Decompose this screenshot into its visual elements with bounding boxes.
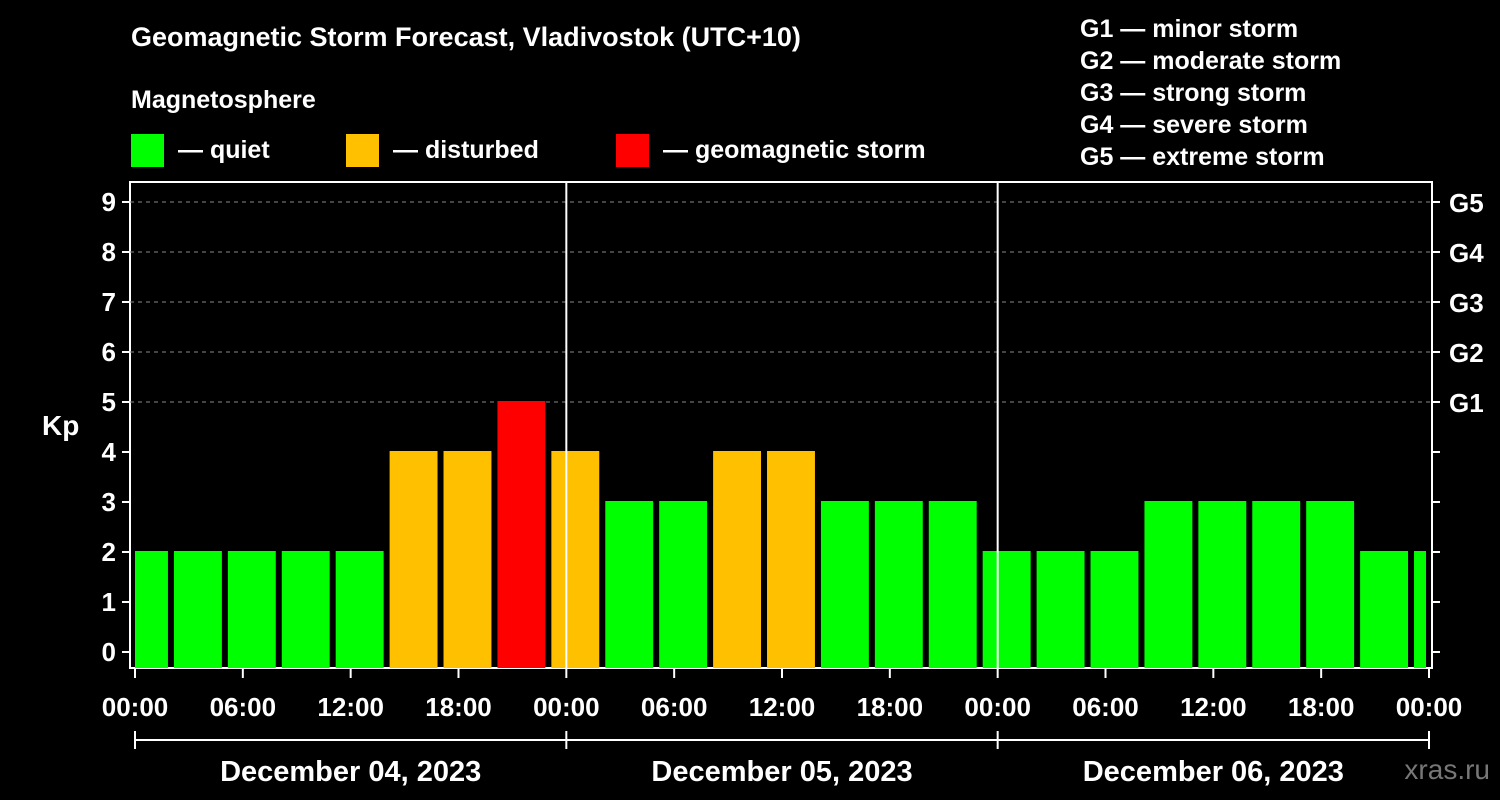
g5-legend: G5 — extreme storm (1080, 143, 1325, 171)
g-scale-legend: G1 — minor storm G2 — moderate storm G3 … (1080, 13, 1341, 173)
y-tick-label: 6 (102, 337, 116, 367)
legend-disturbed: — disturbed (346, 134, 539, 167)
y-tick-label: 1 (102, 587, 116, 617)
x-tick-label: 00:00 (533, 692, 600, 722)
day-label: December 06, 2023 (1083, 756, 1344, 788)
x-tick-label: 12:00 (1180, 692, 1247, 722)
kp-bar (281, 551, 330, 668)
g1-legend: G1 — minor storm (1080, 15, 1299, 43)
kp-bar (1036, 551, 1085, 668)
day-label: December 05, 2023 (651, 756, 912, 788)
kp-bar (1306, 501, 1355, 668)
watermark: xras.ru (1404, 754, 1490, 785)
kp-bar (605, 501, 654, 668)
x-tick-label: 00:00 (964, 692, 1031, 722)
g4-legend: G4 — severe storm (1080, 111, 1308, 139)
x-tick-label: 00:00 (102, 692, 169, 722)
y-tick-label: 8 (102, 237, 116, 267)
g2-legend: G2 — moderate storm (1080, 47, 1342, 75)
kp-bar (1252, 501, 1301, 668)
y-tick-label: 4 (102, 437, 117, 467)
x-tick-label: 18:00 (857, 692, 924, 722)
kp-bar (982, 551, 1031, 668)
kp-bar (173, 551, 222, 668)
x-tick-label: 18:00 (425, 692, 492, 722)
y-tick-label: 2 (102, 537, 116, 567)
kp-bar (443, 451, 492, 668)
quiet-swatch (131, 134, 164, 167)
kp-bar (713, 451, 762, 668)
y-tick-label: 9 (102, 187, 116, 217)
kp-bar (389, 451, 438, 668)
legend-subtitle: Magnetosphere (131, 86, 316, 114)
kp-bar (551, 451, 600, 668)
kp-bar (1090, 551, 1139, 668)
kp-bar (767, 451, 815, 668)
y-tick-label: 0 (102, 637, 116, 667)
g-level-label: G5 (1449, 188, 1484, 218)
kp-bar (1144, 501, 1193, 668)
kp-bar (1360, 551, 1409, 668)
storm-swatch (616, 134, 649, 167)
kp-bar (335, 551, 384, 668)
g-level-label: G4 (1449, 238, 1484, 268)
legend-storm: — geomagnetic storm (616, 134, 926, 167)
kp-bar (874, 501, 923, 668)
legend-quiet-label: — quiet (178, 136, 270, 164)
disturbed-swatch (346, 134, 379, 167)
y-tick-label: 5 (102, 387, 116, 417)
x-tick-label: 06:00 (210, 692, 277, 722)
kp-bar (497, 401, 546, 668)
legend-disturbed-label: — disturbed (393, 136, 539, 164)
x-tick-label: 18:00 (1288, 692, 1355, 722)
g3-legend: G3 — strong storm (1080, 79, 1307, 107)
legend-storm-label: — geomagnetic storm (663, 136, 926, 164)
y-axis-label: Kp (42, 410, 80, 441)
day-label: December 04, 2023 (220, 756, 481, 788)
x-tick-label: 06:00 (1072, 692, 1139, 722)
legend-quiet: — quiet (131, 134, 270, 167)
chart-title: Geomagnetic Storm Forecast, Vladivostok … (131, 22, 801, 52)
kp-bar (820, 501, 869, 668)
kp-bar (659, 501, 708, 668)
x-tick-label: 00:00 (1396, 692, 1463, 722)
y-tick-label: 3 (102, 487, 116, 517)
kp-bar (1414, 551, 1426, 668)
x-tick-label: 06:00 (641, 692, 708, 722)
x-tick-label: 12:00 (749, 692, 816, 722)
g-level-label: G3 (1449, 288, 1484, 318)
kp-bar (928, 501, 977, 668)
g-level-label: G2 (1449, 338, 1484, 368)
g-level-label: G1 (1449, 388, 1484, 418)
kp-bar (1198, 501, 1247, 668)
kp-bar (227, 551, 276, 668)
kp-bar (135, 551, 168, 668)
x-tick-label: 12:00 (317, 692, 384, 722)
y-tick-label: 7 (102, 287, 116, 317)
